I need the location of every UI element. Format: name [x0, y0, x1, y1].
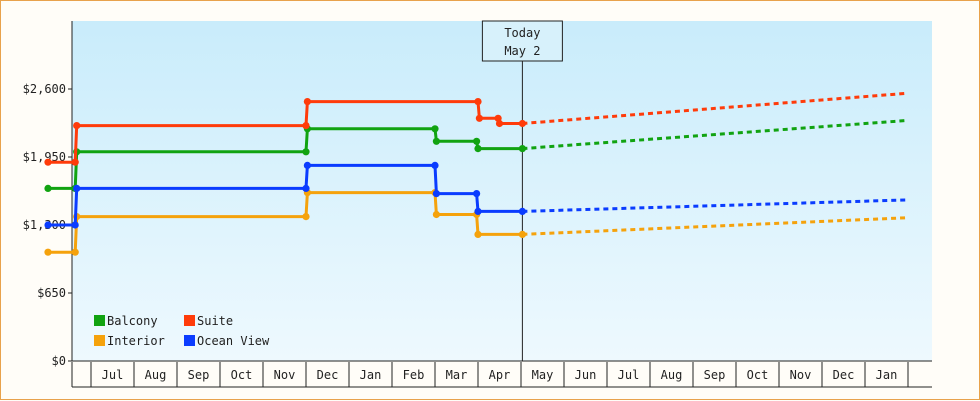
data-point-suite	[71, 158, 79, 166]
data-point-ocean-view	[73, 184, 81, 192]
data-point-interior	[302, 213, 310, 221]
legend-label: Suite	[197, 314, 233, 328]
y-tick-label: $2,600	[23, 82, 66, 96]
data-point-interior	[71, 248, 79, 256]
today-date: May 2	[504, 44, 540, 58]
data-point-ocean-view	[432, 190, 440, 198]
x-tick-label: Aug	[145, 368, 167, 382]
x-tick-label: Jan	[360, 368, 382, 382]
data-point-interior	[44, 248, 52, 256]
series-forecast-line-suite	[522, 91, 909, 125]
x-tick-label: Sep	[704, 368, 726, 382]
data-point-ocean-view	[44, 221, 52, 229]
data-point-suite	[495, 119, 504, 128]
today-label: Today	[504, 26, 540, 40]
data-point-suite	[44, 158, 52, 166]
x-tick-label: Apr	[489, 368, 511, 382]
plot-area	[72, 21, 932, 361]
legend-item-ocean-view: Ocean View	[184, 334, 270, 348]
legend-swatch	[184, 335, 195, 346]
y-tick-label: $1,950	[23, 150, 66, 164]
data-point-suite	[73, 122, 81, 130]
data-point-ocean-view	[71, 221, 79, 229]
x-tick-label: Aug	[661, 368, 683, 382]
x-tick-label: Oct	[231, 368, 253, 382]
data-point-suite	[302, 122, 310, 130]
x-tick-label: Jul	[102, 368, 124, 382]
x-tick-label: Oct	[747, 368, 769, 382]
data-point-ocean-view	[518, 207, 527, 215]
y-tick-label: $0	[52, 354, 66, 368]
data-point-suite	[474, 98, 482, 106]
x-tick-label: Dec	[833, 368, 855, 382]
data-point-balcony	[473, 137, 481, 145]
data-point-interior	[474, 230, 482, 238]
y-tick-label: $650	[37, 286, 66, 300]
x-tick-label: Jan	[876, 368, 898, 382]
data-point-ocean-view	[474, 207, 482, 215]
series-ocean-view	[44, 161, 909, 229]
series-line-interior	[48, 191, 523, 254]
legend-label: Balcony	[107, 314, 158, 328]
x-tick-label: Sep	[188, 368, 210, 382]
legend-swatch	[184, 315, 195, 326]
data-point-ocean-view	[303, 161, 311, 169]
data-point-interior	[432, 210, 440, 219]
series-suite	[44, 91, 909, 166]
data-point-ocean-view	[302, 184, 310, 192]
x-tick-label: Mar	[446, 368, 468, 382]
series-forecast-line-interior	[522, 216, 909, 236]
legend-item-interior: Interior	[94, 334, 165, 348]
legend-label: Interior	[107, 334, 165, 348]
data-point-balcony	[518, 145, 527, 153]
x-tick-label: May	[532, 368, 554, 382]
series-forecast-line-ocean-view	[522, 198, 909, 213]
legend-swatch	[94, 315, 105, 326]
x-tick-label: Jun	[575, 368, 597, 382]
x-tick-label: Jul	[618, 368, 640, 382]
y-tick-label: $1,300	[23, 218, 66, 232]
series-line-balcony	[48, 127, 523, 190]
x-tick-label: Nov	[790, 368, 812, 382]
data-point-suite	[303, 98, 311, 106]
data-point-balcony	[432, 137, 440, 145]
legend-item-balcony: Balcony	[94, 314, 158, 328]
data-point-suite	[518, 119, 527, 128]
data-point-interior	[518, 230, 527, 238]
legend-swatch	[94, 335, 105, 346]
x-tick-label: Feb	[403, 368, 425, 382]
data-point-balcony	[302, 148, 310, 156]
data-point-ocean-view	[431, 161, 439, 169]
data-point-balcony	[474, 145, 482, 153]
data-point-balcony	[431, 125, 439, 133]
legend-item-suite: Suite	[184, 314, 233, 328]
x-axis-strip	[72, 362, 932, 387]
data-point-suite	[475, 114, 483, 122]
data-point-balcony	[44, 184, 52, 192]
today-box	[481, 20, 563, 62]
x-tick-label: Nov	[274, 368, 296, 382]
data-point-ocean-view	[473, 190, 481, 198]
series-line-ocean-view	[48, 163, 523, 227]
x-tick-label: Dec	[317, 368, 339, 382]
series-forecast-line-balcony	[522, 118, 909, 151]
legend-label: Ocean View	[197, 334, 270, 348]
